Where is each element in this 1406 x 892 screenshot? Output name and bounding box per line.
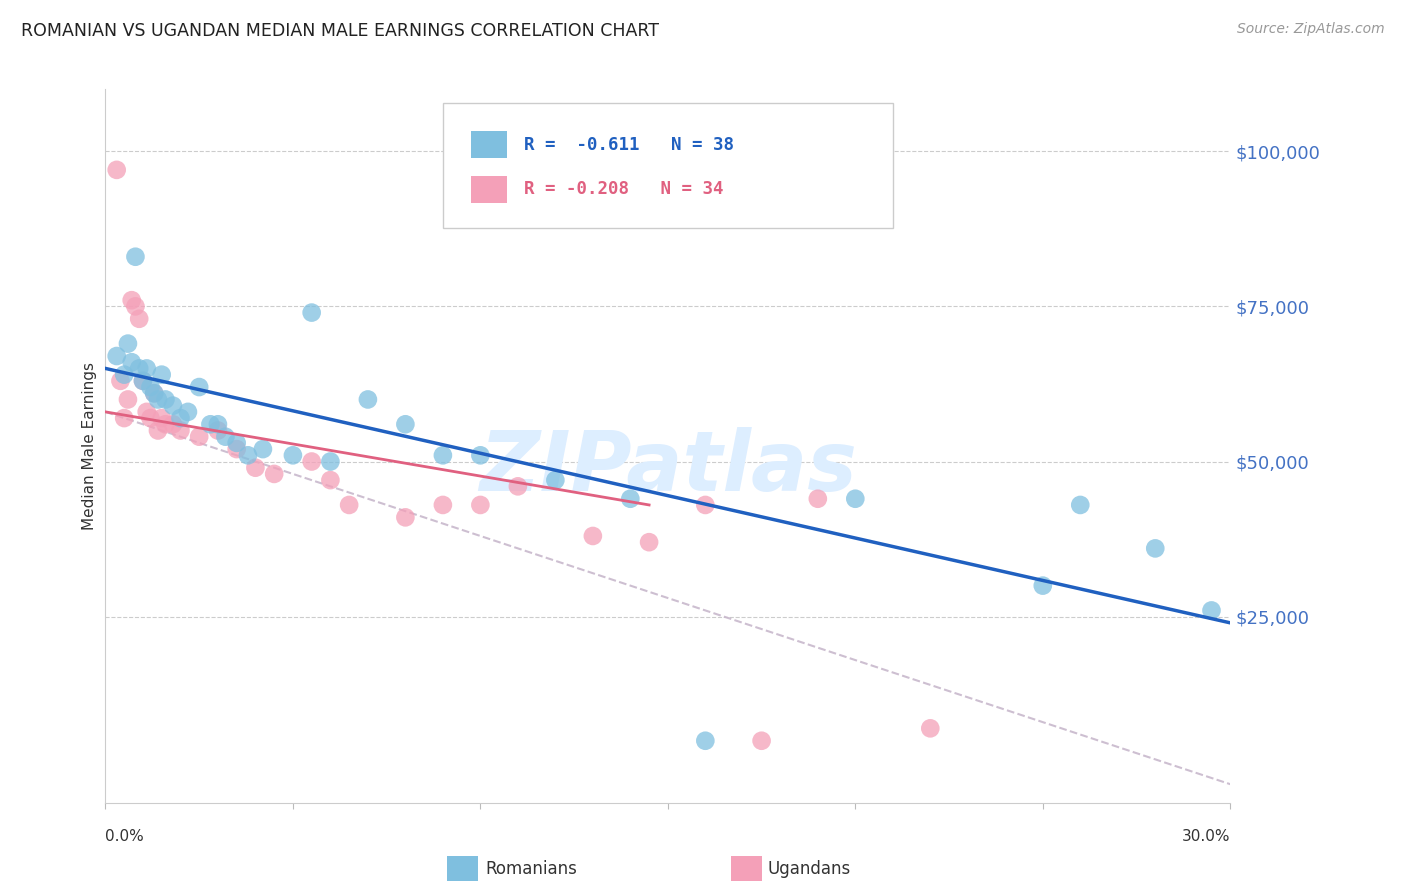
Point (807, 491, 830, 506)
Point (544, 473, 567, 487)
Point (1032, 579, 1054, 593)
Point (1144, 541, 1167, 556)
Point (188, 380, 211, 394)
Y-axis label: Median Male Earnings: Median Male Earnings (82, 362, 97, 530)
Text: 0.0%: 0.0% (105, 830, 145, 844)
Point (128, 311, 150, 326)
Point (177, 405, 200, 419)
Point (281, 448, 304, 462)
Point (357, 392, 380, 407)
Point (110, 374, 132, 388)
Point (169, 411, 191, 425)
Point (751, 733, 773, 747)
FancyBboxPatch shape (443, 103, 893, 228)
Point (121, 293, 143, 308)
Point (301, 454, 323, 468)
Point (128, 361, 150, 376)
Point (112, 411, 135, 425)
Point (695, 733, 717, 747)
Point (162, 399, 184, 413)
Point (225, 436, 247, 450)
Point (214, 430, 236, 444)
Text: Ugandans: Ugandans (768, 860, 851, 878)
Point (844, 491, 866, 506)
Point (252, 442, 274, 456)
Point (155, 392, 177, 407)
Point (105, 162, 128, 177)
Point (470, 498, 492, 512)
Point (146, 392, 169, 407)
Point (139, 380, 162, 394)
Point (143, 386, 166, 401)
Text: 30.0%: 30.0% (1182, 830, 1230, 844)
Point (470, 448, 492, 462)
Point (1069, 498, 1091, 512)
Point (124, 250, 146, 264)
Point (695, 498, 717, 512)
Point (132, 374, 155, 388)
Point (263, 467, 285, 481)
Point (319, 454, 342, 468)
Point (506, 479, 529, 493)
Point (920, 722, 942, 736)
Point (188, 430, 211, 444)
Text: ZIPatlas: ZIPatlas (479, 427, 856, 508)
Point (638, 535, 661, 549)
Point (105, 349, 128, 363)
Point (207, 424, 229, 438)
Point (117, 392, 139, 407)
Point (143, 386, 166, 401)
Point (121, 355, 143, 369)
Point (245, 460, 267, 475)
Point (146, 424, 169, 438)
Point (432, 448, 454, 462)
Point (207, 417, 229, 432)
Point (394, 417, 416, 432)
Text: R =  -0.611   N = 38: R = -0.611 N = 38 (524, 136, 734, 153)
Point (301, 305, 323, 319)
Point (162, 417, 184, 432)
Point (236, 448, 259, 462)
Point (150, 411, 173, 425)
Point (169, 424, 191, 438)
Point (132, 374, 155, 388)
Point (319, 473, 342, 487)
Point (200, 417, 222, 432)
Point (582, 529, 605, 543)
Point (619, 491, 641, 506)
Point (337, 498, 360, 512)
Text: ROMANIAN VS UGANDAN MEDIAN MALE EARNINGS CORRELATION CHART: ROMANIAN VS UGANDAN MEDIAN MALE EARNINGS… (21, 22, 659, 40)
Point (225, 442, 247, 456)
Bar (471, 131, 508, 159)
Point (135, 361, 157, 376)
Text: R = -0.208   N = 34: R = -0.208 N = 34 (524, 180, 723, 198)
Point (150, 368, 173, 382)
Point (394, 510, 416, 524)
Point (155, 417, 177, 432)
Point (112, 368, 135, 382)
Point (135, 405, 157, 419)
Text: Romanians: Romanians (485, 860, 576, 878)
Bar (471, 176, 508, 202)
Point (117, 336, 139, 351)
Point (124, 299, 146, 313)
Point (432, 498, 454, 512)
Text: Source: ZipAtlas.com: Source: ZipAtlas.com (1237, 22, 1385, 37)
Point (1201, 603, 1223, 617)
Point (139, 411, 162, 425)
